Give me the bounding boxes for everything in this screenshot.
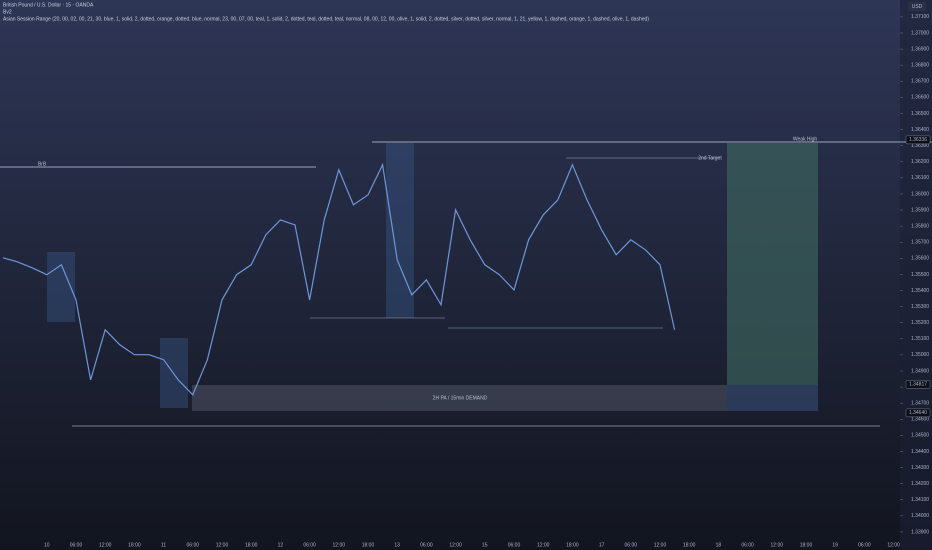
x-tick-label: 13	[394, 542, 400, 548]
x-tick-label: 15	[482, 542, 488, 548]
x-tick-label: 06:00	[420, 542, 433, 548]
y-tick-label: 1.35800	[911, 223, 929, 229]
annotation: 2nd Target	[698, 155, 722, 161]
title: British Pound / U.S. Dollar · 15 · OANDA	[3, 2, 94, 8]
price-label: 1.36336	[909, 137, 927, 143]
y-tick-label: 1.35700	[911, 240, 929, 246]
y-tick-label: 1.36000	[911, 191, 929, 197]
y-tick-label: 1.35400	[911, 288, 929, 294]
y-tick-label: 1.36800	[911, 63, 929, 69]
price-axis	[900, 0, 932, 550]
x-tick-label: 17	[599, 542, 605, 548]
y-tick-label: 1.35000	[911, 352, 929, 358]
y-tick-label: 1.36200	[911, 159, 929, 165]
x-tick-label: 18:00	[362, 542, 375, 548]
x-tick-label: 06:00	[625, 542, 638, 548]
x-tick-label: 12:00	[654, 542, 667, 548]
y-tick-label: 1.34100	[911, 497, 929, 503]
indicator: Bv2	[3, 9, 12, 15]
annotation: BrB	[38, 161, 47, 167]
x-tick-label: 06:00	[508, 542, 521, 548]
x-tick-label: 18:00	[245, 542, 258, 548]
y-tick-label: 1.35300	[911, 304, 929, 310]
y-tick-label: 1.34300	[911, 465, 929, 471]
x-tick-label: 12:00	[771, 542, 784, 548]
price-label-box	[905, 380, 931, 389]
annotation: 2H PA / 15min DEMAND	[433, 395, 488, 401]
demand-zone	[192, 385, 727, 411]
y-tick-label: 1.36600	[911, 95, 929, 101]
y-tick-label: 1.36500	[911, 111, 929, 117]
y-tick-label: 1.36300	[911, 143, 929, 149]
target-zone	[727, 143, 818, 385]
x-tick-label: 12:00	[887, 542, 900, 548]
y-tick-label: 1.37100	[911, 14, 929, 20]
x-tick-label: 12:00	[216, 542, 229, 548]
x-tick-label: 06:00	[187, 542, 200, 548]
currency[interactable]: USD	[912, 4, 923, 10]
price-label-box	[905, 135, 931, 145]
y-tick-label: 1.36100	[911, 175, 929, 181]
y-tick-label: 1.36700	[911, 79, 929, 85]
y-tick-label: 1.35900	[911, 207, 929, 213]
x-tick-label: 12	[278, 542, 284, 548]
y-tick-label: 1.35100	[911, 336, 929, 342]
currency-box[interactable]	[908, 2, 926, 11]
x-tick-label: 11	[161, 542, 166, 548]
x-tick-label: 12:00	[449, 542, 462, 548]
x-tick-label: 18:00	[800, 542, 813, 548]
y-tick-label: 1.34000	[911, 513, 929, 519]
y-tick-label: 1.34600	[911, 417, 929, 423]
stop-zone	[727, 385, 818, 411]
y-tick-label: 1.36900	[911, 46, 929, 52]
y-tick-label: 1.34200	[911, 481, 929, 487]
y-tick-label: 1.33900	[911, 529, 929, 535]
x-tick-label: 12:00	[333, 542, 346, 548]
y-tick-label: 1.35500	[911, 272, 929, 278]
x-tick-label: 06:00	[303, 542, 316, 548]
x-tick-label: 10	[44, 542, 50, 548]
price-label-box	[905, 408, 931, 418]
indicator: Asian Session Range (20, 00, 02, 00, 21,…	[3, 16, 649, 22]
x-tick-label: 06:00	[858, 542, 871, 548]
y-tick-label: 1.35600	[911, 256, 929, 262]
x-tick-label: 12:00	[99, 542, 112, 548]
y-tick-label: 1.34400	[911, 449, 929, 455]
x-tick-label: 06:00	[741, 542, 754, 548]
y-tick-label: 1.34900	[911, 368, 929, 374]
x-tick-label: 12:00	[537, 542, 550, 548]
price-label: 1.34640	[909, 410, 927, 416]
session-box	[160, 338, 188, 408]
y-tick-label: 1.36400	[911, 127, 929, 133]
price-label: 1.34817	[909, 382, 927, 388]
x-tick-label: 06:00	[70, 542, 83, 548]
session-box	[386, 143, 414, 318]
price-line	[2, 162, 676, 396]
x-tick-label: 19	[832, 542, 838, 548]
x-tick-label: 18:00	[566, 542, 579, 548]
annotation: Weak High	[793, 136, 818, 142]
x-tick-label: 18:00	[683, 542, 696, 548]
y-tick-label: 1.34500	[911, 433, 929, 439]
y-tick-label: 1.34700	[911, 401, 929, 407]
y-tick-label: 1.37000	[911, 30, 929, 36]
x-tick-label: 18:00	[128, 542, 141, 548]
x-tick-label: 18	[716, 542, 722, 548]
y-tick-label: 1.35200	[911, 320, 929, 326]
